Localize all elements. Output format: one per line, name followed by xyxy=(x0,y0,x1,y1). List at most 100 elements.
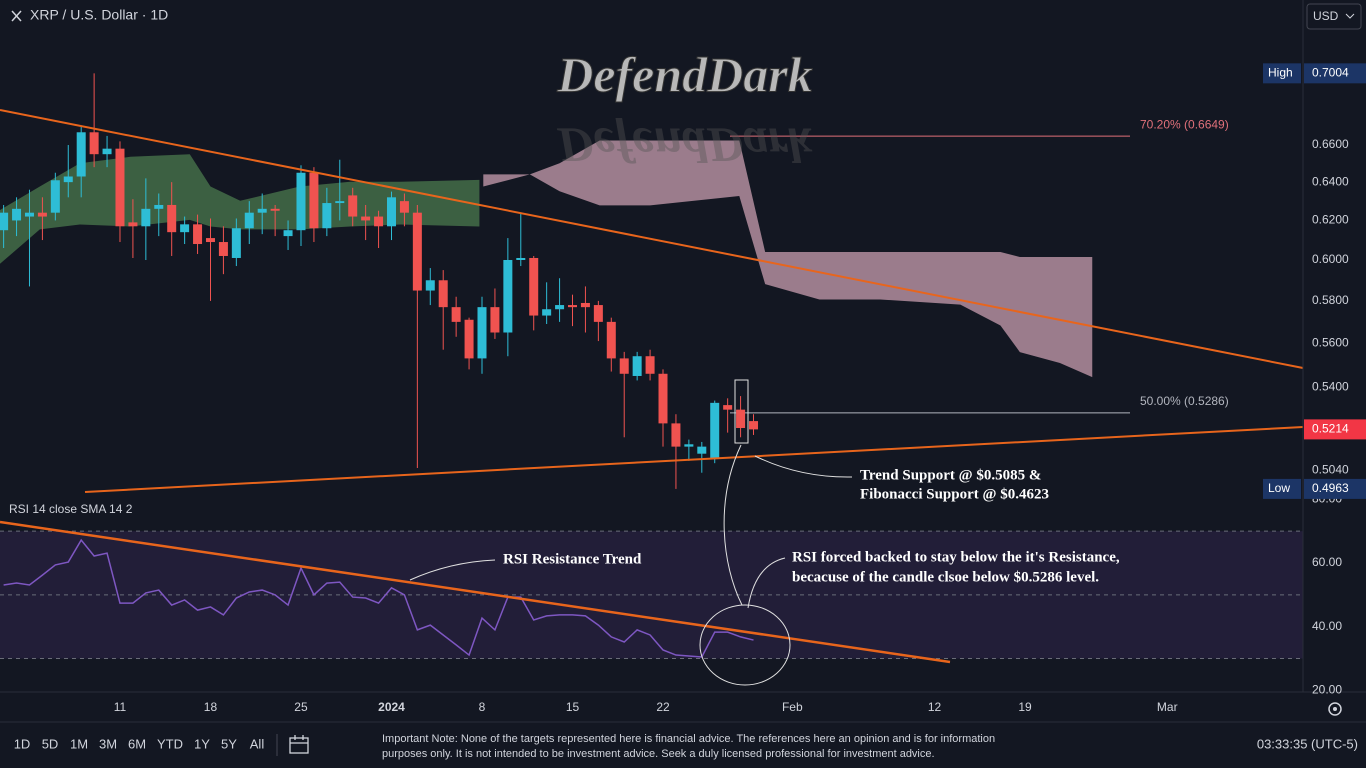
candle-body xyxy=(464,319,474,359)
symbol-icon xyxy=(11,10,22,22)
timeframe-button[interactable]: 1M xyxy=(70,736,88,751)
candle-body xyxy=(697,446,707,454)
x-tick-label: 12 xyxy=(928,700,942,714)
fib-label: 50.00% (0.5286) xyxy=(1140,394,1229,408)
rsi-trendline xyxy=(0,520,951,664)
candle-body xyxy=(542,309,552,316)
annotation: RSI forced backed to stay below the it's… xyxy=(792,549,1120,565)
candle-body xyxy=(386,197,396,227)
timeframe-button[interactable]: 5Y xyxy=(221,736,237,751)
timeframe-button[interactable]: All xyxy=(250,736,265,751)
candle-body xyxy=(374,216,384,227)
rsi-tick-label: 20.00 xyxy=(1312,683,1342,697)
indicator-title: RSI 14 close SMA 14 2 xyxy=(9,502,133,516)
annotation: RSI Resistance Trend xyxy=(503,551,642,567)
drawings xyxy=(0,109,1304,686)
price-tag-box xyxy=(1304,419,1366,440)
candle-body xyxy=(412,212,422,291)
candle-body xyxy=(12,208,22,221)
candle-body xyxy=(180,224,190,233)
price-tag-box xyxy=(1263,478,1301,499)
currency-box[interactable] xyxy=(1306,3,1362,30)
candle-body xyxy=(322,203,332,229)
candle-body xyxy=(309,172,319,229)
candle-body xyxy=(736,409,746,429)
timeframe-button[interactable]: 1D xyxy=(14,736,31,751)
candle-body xyxy=(671,423,681,447)
annotation: Fibonacci Support @ $0.4623 xyxy=(860,486,1049,502)
candle-body xyxy=(658,373,668,424)
candle-body xyxy=(244,212,254,229)
price-tag: 0.4963 xyxy=(1312,481,1349,495)
candle-body xyxy=(593,305,603,322)
rsi-tick-label: 60.00 xyxy=(1312,555,1342,569)
candle-body xyxy=(361,216,371,221)
chevron xyxy=(1345,13,1355,19)
highlight-ellipse xyxy=(699,604,791,686)
callout-line xyxy=(747,557,786,609)
candle-body xyxy=(205,238,215,243)
price-tag-text: Low xyxy=(1268,481,1290,495)
candle-body xyxy=(37,212,47,217)
watermark: DefendDark xyxy=(556,46,813,102)
price-tag-text: High xyxy=(1268,66,1293,80)
y-tick-label: 0.6000 xyxy=(1312,252,1349,266)
candle-body xyxy=(141,208,151,227)
y-tick-label: 0.5600 xyxy=(1312,335,1349,349)
price-tag-box xyxy=(1263,63,1301,84)
currency-button[interactable]: USD xyxy=(1306,3,1362,30)
settings-icon[interactable] xyxy=(1328,702,1342,716)
x-tick-label: Mar xyxy=(1157,700,1178,714)
candle-body xyxy=(193,224,203,245)
timeframe-button[interactable]: 5D xyxy=(42,736,59,751)
candle-body xyxy=(568,305,578,308)
timeframe-button[interactable]: 1Y xyxy=(194,736,210,751)
y-tick-label: 0.6200 xyxy=(1312,213,1349,227)
candle-body xyxy=(438,280,448,308)
timeframe-button[interactable]: YTD xyxy=(157,736,183,751)
price-tag: 0.5214 xyxy=(1312,422,1349,436)
x-tick-label: 18 xyxy=(204,700,218,714)
resistance-trendline xyxy=(0,109,1304,369)
chart-title: XRP / U.S. Dollar · 1D xyxy=(30,7,168,23)
candle-body xyxy=(154,204,164,209)
candle-body xyxy=(529,257,539,316)
timeframe-bar: 1D 5D 1M 3M 6M YTD 1Y 5Y All xyxy=(14,736,265,751)
date-range-icon[interactable] xyxy=(289,735,309,754)
ichimoku-cloud xyxy=(483,140,1093,378)
candle-body xyxy=(89,132,99,155)
y-tick-label: 0.6400 xyxy=(1312,174,1349,188)
candle-body xyxy=(270,208,280,211)
candle-body xyxy=(296,172,306,231)
price-tag-box xyxy=(1304,478,1366,499)
x-tick-label: Feb xyxy=(782,700,803,714)
candle-body xyxy=(231,228,241,258)
timeframe-button[interactable]: 3M xyxy=(99,736,117,751)
candle-body xyxy=(348,195,358,217)
clock: 03:33:35 (UTC-5) xyxy=(1257,736,1358,751)
candle-body xyxy=(115,148,125,227)
candle-body xyxy=(399,201,409,213)
x-tick-label: 25 xyxy=(294,700,308,714)
timeframe-button[interactable]: 6M xyxy=(128,736,146,751)
y-tick-label: 0.5800 xyxy=(1312,293,1349,307)
disclaimer: Important Note: None of the targets repr… xyxy=(382,733,995,745)
annotation: becacuse of the candle clsoe below $0.52… xyxy=(792,569,1099,585)
y-tick-label: 0.6600 xyxy=(1312,137,1349,151)
x-tick-label: 8 xyxy=(479,700,486,714)
rsi-tick-label: 40.00 xyxy=(1312,619,1342,633)
candle-body xyxy=(451,307,461,322)
x-tick-label: 22 xyxy=(656,700,670,714)
candle-body xyxy=(555,305,565,310)
candle-body xyxy=(606,321,616,359)
currency[interactable]: USD xyxy=(1313,9,1339,23)
candle-body xyxy=(710,402,720,459)
candle-body xyxy=(632,356,642,376)
disclaimer: purposes only. It is not intended to be … xyxy=(382,748,935,760)
highlight-box xyxy=(734,379,749,444)
candle-body xyxy=(749,421,759,430)
x-tick-label: 2024 xyxy=(378,700,405,714)
candle-body xyxy=(63,176,73,183)
y-tick-label: 0.5040 xyxy=(1312,463,1349,477)
